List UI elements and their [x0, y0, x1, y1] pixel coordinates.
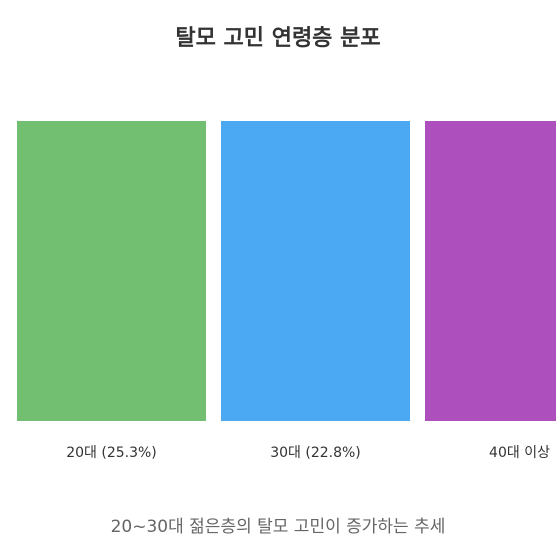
bar-3 — [425, 121, 556, 421]
bar-1 — [17, 121, 206, 421]
bar-2 — [221, 121, 410, 421]
bar-group — [17, 121, 556, 421]
x-tick-labels: 20대 (25.3%) 30대 (22.8%) 40대 이상 — [66, 445, 550, 461]
x-tick-label-1: 20대 (25.3%) — [66, 445, 157, 461]
chart-caption: 20~30대 젊은층의 탈모 고민이 증가하는 추세 — [110, 517, 446, 537]
chart-title: 탈모 고민 연령층 분포 — [175, 26, 381, 51]
x-tick-label-2: 30대 (22.8%) — [270, 445, 361, 461]
x-tick-label-3: 40대 이상 — [489, 445, 550, 461]
